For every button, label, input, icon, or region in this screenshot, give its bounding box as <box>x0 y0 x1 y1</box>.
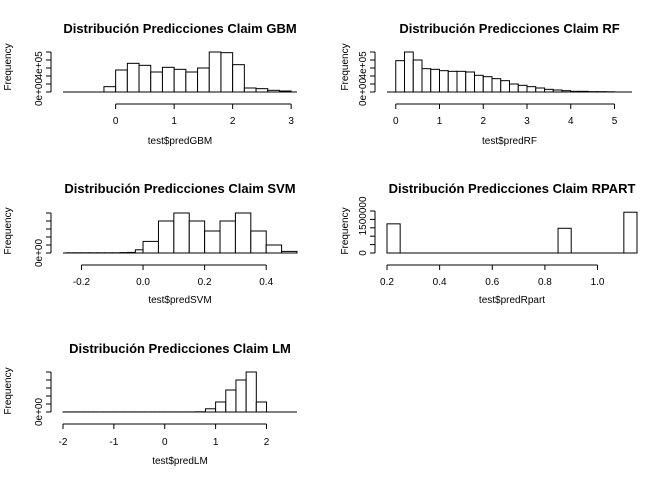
histogram-bar <box>243 87 257 93</box>
x-tick-label: 0.8 <box>538 277 552 288</box>
y-axis-label: Frequency <box>340 43 351 90</box>
x-tick-label: 4 <box>568 116 574 127</box>
chart-title-2: Distribución Predicciones Claim SVM <box>64 181 295 196</box>
histogram-bar <box>395 60 405 93</box>
x-tick-label: -1 <box>109 437 118 448</box>
histogram-bar <box>126 62 140 93</box>
x-tick-label: 0 <box>113 116 119 127</box>
x-tick-label: 1 <box>213 437 219 448</box>
y-axis-label: Frequency <box>3 367 14 414</box>
histogram-bar <box>509 83 519 93</box>
histogram-bar <box>430 68 440 93</box>
histogram-bar <box>517 84 528 93</box>
histogram-bar <box>535 87 545 93</box>
y-tick-label: 0e+00 <box>358 78 369 107</box>
histogram-bar <box>557 227 572 254</box>
histogram-bar <box>456 70 467 93</box>
x-tick-label: 3 <box>288 116 294 127</box>
histogram-bar <box>138 64 152 93</box>
x-tick-label: 1 <box>171 116 177 127</box>
y-tick-label: 0 <box>358 250 369 256</box>
x-tick-label: 1.0 <box>591 277 605 288</box>
x-tick-label: -0.2 <box>73 277 91 288</box>
x-tick-label: 0.2 <box>198 277 212 288</box>
x-tick-label: 1 <box>437 116 443 127</box>
x-tick-label: 2 <box>264 437 270 448</box>
histogram-bar <box>439 70 449 93</box>
y-tick-label: 4e+05 <box>34 51 45 80</box>
histogram-bar <box>421 68 432 93</box>
histogram-bar <box>185 71 199 93</box>
histogram-bar <box>103 86 117 93</box>
y-tick-label: 4e+05 <box>358 51 369 80</box>
x-tick-label: 0.6 <box>485 277 499 288</box>
y-tick-label: 0e+00 <box>34 239 45 268</box>
histogram-bar <box>474 74 484 93</box>
histogram-bar <box>265 244 283 254</box>
x-tick-label: 2 <box>480 116 486 127</box>
x-tick-label: 0 <box>162 437 168 448</box>
histogram-bar <box>208 51 222 93</box>
chart-title-3: Distribución Predicciones Claim RPART <box>389 181 636 196</box>
histogram-bar <box>447 70 458 93</box>
chart-title-1: Distribución Predicciones Claim RF <box>399 21 619 36</box>
histogram-bar <box>197 67 210 93</box>
histogram-bar <box>245 371 257 413</box>
histogram-bar <box>234 212 252 254</box>
x-tick-label: -2 <box>59 437 68 448</box>
y-axis-label: Frequency <box>3 43 14 90</box>
x-axis-label: test$predLM <box>152 456 208 467</box>
x-tick-label: 3 <box>524 116 530 127</box>
chart-title-4: Distribución Predicciones Claim LM <box>69 341 291 356</box>
histogram-bar <box>142 240 159 254</box>
x-tick-label: 5 <box>612 116 618 127</box>
histogram-bar <box>404 51 414 93</box>
x-axis-label: test$predRpart <box>479 295 545 306</box>
chart-title-0: Distribución Predicciones Claim GBM <box>63 21 296 36</box>
x-tick-label: 2 <box>230 116 236 127</box>
histogram-bar <box>150 71 163 93</box>
histogram-bar <box>491 78 502 93</box>
histogram-bar <box>225 389 237 413</box>
histogram-bar <box>157 220 175 254</box>
y-tick-label: 0e+00 <box>34 78 45 107</box>
histogram-bar <box>219 220 236 254</box>
x-axis-label: test$predRF <box>482 136 537 147</box>
histogram-bar <box>526 86 537 93</box>
histogram-bar <box>204 230 221 254</box>
histogram-bar <box>232 64 245 93</box>
histogram-bar <box>173 212 190 254</box>
histogram-bar <box>255 401 267 413</box>
histogram-bar <box>465 71 475 93</box>
histogram-bar <box>173 68 187 93</box>
histogram-bar <box>623 211 638 254</box>
histogram-bar <box>412 59 423 93</box>
histogram-bar <box>500 80 510 93</box>
histogram-bar <box>235 379 247 413</box>
histogram-bar <box>386 223 401 254</box>
histogram-bar <box>161 66 175 93</box>
x-tick-label: 0.2 <box>380 277 394 288</box>
histogram-bar <box>188 220 206 254</box>
histogram-bar <box>220 52 234 93</box>
histogram-bar <box>482 76 493 93</box>
y-axis-label: Frequency <box>3 207 14 254</box>
x-axis-label: test$predGBM <box>148 136 212 147</box>
x-tick-label: 0.0 <box>136 277 150 288</box>
histogram-bar <box>215 401 227 413</box>
y-tick-label: 1500000 <box>358 196 369 235</box>
histogram-bar <box>115 69 128 93</box>
x-tick-label: 0.4 <box>259 277 273 288</box>
x-tick-label: 0.4 <box>433 277 447 288</box>
x-tick-label: 0 <box>393 116 399 127</box>
histogram-bar <box>250 230 267 254</box>
y-axis-label: Frequency <box>340 207 351 254</box>
x-axis-label: test$predSVM <box>148 295 211 306</box>
y-tick-label: 0e+00 <box>34 398 45 427</box>
